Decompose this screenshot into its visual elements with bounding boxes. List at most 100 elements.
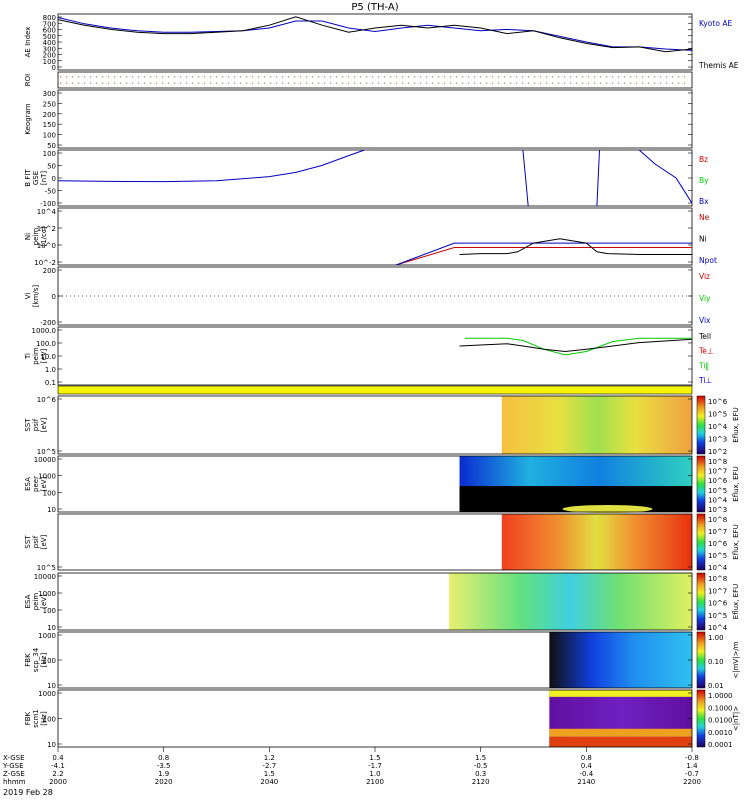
legend-entry: Npot	[699, 256, 717, 265]
panel-frame	[57, 13, 693, 71]
y-tick-label: 10^2	[37, 225, 56, 233]
panel-bfit: B FIT GSE [nT] -100 -50 0 50 100 Bz By Bx	[24, 149, 709, 208]
y-tick-label: 1000	[38, 473, 56, 481]
x-tick-label: 1.4	[686, 762, 698, 770]
x-tick-label: -0.8	[685, 754, 699, 762]
x-tick-label: 1.2	[264, 754, 275, 762]
panel-bar	[57, 385, 693, 395]
colorbar-tick-label: 10^4	[708, 423, 728, 431]
panel-frame	[57, 326, 693, 386]
y-tick-label: 100	[43, 716, 56, 724]
y-axis-label: AE Index	[24, 27, 32, 58]
legend-entry: Kyoto AE	[699, 19, 732, 28]
y-tick-label: 1000.0	[32, 327, 57, 335]
y-axis-label: [eV]	[40, 417, 48, 432]
x-tick-label: 1.5	[475, 754, 486, 762]
x-tick-label: -0.5	[474, 762, 488, 770]
y-tick-label: -100	[40, 200, 56, 208]
spectrogram-fill	[549, 736, 692, 747]
legend-entry: Bz	[699, 155, 708, 164]
y-tick-label: 150	[43, 121, 56, 129]
spectrogram-fill	[549, 728, 692, 737]
series-line	[522, 149, 529, 207]
y-tick-label: 300	[43, 90, 56, 98]
y-tick-label: 200	[43, 111, 56, 119]
y-axis-label: [eV]	[40, 534, 48, 549]
colorbar-tick-label: 10^3	[708, 506, 727, 514]
panel-vi: Vi [km/s] -200 0 200 Viz Viy Vix	[24, 266, 711, 327]
legend-entry: By	[699, 176, 709, 185]
panel-esa1: 10^8 10^710^6 10^510^4 10^3 Eflux, EFU ESA pee…	[24, 455, 740, 514]
x-tick-label: 0.8	[158, 754, 169, 762]
panel-frame	[57, 71, 693, 89]
y-axis-label: peer	[32, 476, 40, 492]
colorbar	[696, 689, 706, 748]
plot-title: P5 (TH-A)	[351, 2, 398, 13]
y-axis-label: Ti	[24, 353, 32, 360]
x-tick-label: 2120	[472, 778, 490, 786]
x-tick-label: 2100	[366, 778, 384, 786]
panel-frame	[57, 395, 693, 455]
y-tick-label: 1.0	[45, 366, 56, 374]
y-axis-label: SST	[24, 418, 32, 432]
y-tick-label: 600	[43, 27, 56, 35]
y-tick-label: 10	[47, 506, 56, 514]
colorbar	[696, 572, 706, 631]
y-axis-label: psif	[32, 418, 40, 431]
y-axis-label: Ni	[24, 233, 32, 240]
y-tick-label: 100.0	[36, 340, 56, 348]
legend-entry: Vix	[699, 316, 711, 325]
date-label: 2019 Feb 28	[3, 788, 53, 797]
series-line	[395, 247, 692, 266]
y-axis-label: ROI	[24, 74, 32, 86]
y-axis-label: [Hz]	[40, 711, 48, 726]
legend-entry: Te⊥	[698, 347, 713, 356]
colorbar-tick-label: 10^6	[708, 398, 728, 406]
panel-frame	[57, 89, 693, 149]
colorbar	[696, 513, 706, 571]
y-tick-label: 1000	[38, 632, 56, 640]
colorbar-label: <|mV|>/m	[732, 641, 740, 678]
y-tick-label: 10^4	[37, 208, 57, 216]
y-axis-label: [nT]	[40, 171, 48, 185]
colorbar	[696, 631, 706, 689]
y-axis-label: scm1	[32, 709, 40, 728]
y-tick-label: 500	[43, 33, 56, 41]
panel-roi: ROI	[24, 71, 693, 89]
y-axis-label: ESA	[24, 594, 32, 608]
y-axis-label: scp_34	[32, 647, 40, 672]
series-line	[57, 17, 693, 51]
colorbar-tick-label: 0.0001	[708, 741, 733, 749]
panel-ti: Ti peim [eV] 0.1 1.0 10.0 100.0 1000.0 Tell Te⊥ Ti…	[24, 326, 713, 387]
x-tick-label: -0.7	[685, 770, 699, 778]
y-tick-label: -50	[45, 188, 56, 196]
y-tick-label: 100	[43, 607, 56, 615]
series-line	[395, 242, 692, 266]
colorbar-tick-label: 0.0010	[708, 729, 733, 737]
panel-fbk2: 1.0000 0.1000 0.0100 0.0010 0.0001 <|nT|> FBK s…	[24, 689, 740, 749]
y-tick-label: 100	[43, 132, 56, 140]
y-tick-label: 50	[47, 163, 56, 171]
y-tick-label: 250	[43, 100, 56, 108]
y-tick-label: 10.0	[40, 353, 56, 361]
y-tick-label: 10000	[34, 573, 56, 581]
colorbar-tick-label: 10^5	[708, 411, 727, 419]
x-axis-row-label: hhmm	[3, 778, 26, 786]
y-axis-label: [Hz]	[40, 653, 48, 668]
series-line	[596, 149, 600, 207]
panel-frame	[57, 513, 693, 571]
colorbar	[696, 455, 706, 513]
colorbar-tick-label: 10^6	[708, 600, 728, 608]
legend-entry: Themis AE	[698, 61, 739, 70]
colorbar-tick-label: 10^7	[708, 468, 727, 476]
x-tick-label: -0.4	[579, 770, 593, 778]
y-tick-label: 10^6	[37, 396, 57, 404]
x-tick-label: 0.4	[52, 754, 64, 762]
panel-frame	[57, 572, 693, 631]
y-axis-label: [eV]	[40, 348, 48, 363]
panel-esa2: 10^8 10^7 10^6 10^5 10^4 Eflux, EFU ESA peim [eV…	[24, 572, 740, 632]
y-axis-label: SST	[24, 535, 32, 549]
colorbar-tick-label: 10^4	[708, 496, 728, 504]
y-tick-label: 10	[47, 624, 56, 632]
